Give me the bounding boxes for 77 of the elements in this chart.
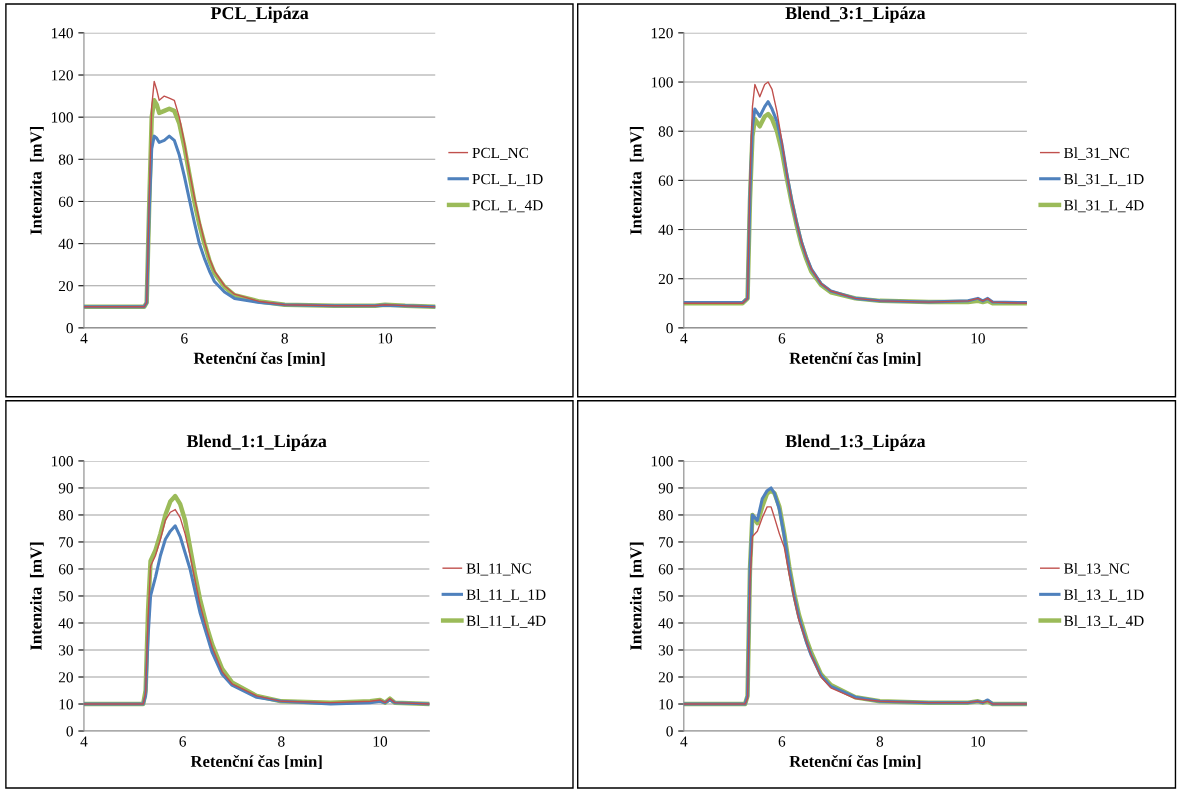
y-tick-label: 20 <box>658 672 673 683</box>
legend-label: Bl_13_L_4D <box>1064 615 1144 628</box>
y-tick-label: 50 <box>659 591 673 602</box>
chart-title: Blend_1:1_Lipáza <box>186 434 327 451</box>
y-tick-label: 100 <box>51 456 73 467</box>
x-tick-label: 4 <box>680 736 688 747</box>
chart-title: Blend_3:1_Lipáza <box>785 6 926 23</box>
x-tick-label: 10 <box>378 333 393 344</box>
y-tick-label: 40 <box>658 618 673 629</box>
y-tick-label: 80 <box>58 510 73 521</box>
legend-label: Bl_11_NC <box>466 562 531 576</box>
legend-label: Bl_11_L_1D <box>466 589 546 602</box>
legend-label: PCL_NC <box>472 147 528 160</box>
y-axis-title: Intenzita [mV] <box>629 542 644 651</box>
x-tick-label: 6 <box>778 736 786 747</box>
y-tick-label: 70 <box>59 537 73 548</box>
x-tick-label: 4 <box>80 736 88 747</box>
y-tick-label: 30 <box>58 645 73 656</box>
x-tick-label: 8 <box>876 736 884 747</box>
y-tick-label: 80 <box>658 510 673 521</box>
x-axis-title: Retenční čas [min] <box>789 755 921 770</box>
y-tick-label: 0 <box>666 726 673 737</box>
y-tick-label: 100 <box>651 456 673 467</box>
y-tick-label: 100 <box>51 112 73 123</box>
y-tick-label: 140 <box>51 28 73 39</box>
x-tick-label: 10 <box>971 736 985 747</box>
legend-label: PCL_L_4D <box>472 200 543 213</box>
y-tick-label: 100 <box>651 77 673 88</box>
x-tick-label: 8 <box>281 333 288 344</box>
x-tick-label: 8 <box>278 736 285 747</box>
chart-title: PCL_Lipáza <box>210 6 309 23</box>
x-tick-label: 4 <box>680 333 688 344</box>
x-axis-title: Retenční čas [min] <box>193 351 325 366</box>
y-tick-label: 70 <box>659 537 673 548</box>
legend-label: Bl_31_NC <box>1064 147 1129 160</box>
x-axis-title: Retenční čas [min] <box>789 351 921 366</box>
legend-label: PCL_L_1D <box>472 173 543 187</box>
y-tick-label: 50 <box>59 591 73 602</box>
y-tick-label: 0 <box>66 323 73 334</box>
y-axis-title: Intenzita [mV] <box>29 127 44 235</box>
legend-label: Bl_11_L_4D <box>466 615 546 628</box>
y-tick-label: 120 <box>651 28 673 39</box>
x-tick-label: 10 <box>373 736 388 747</box>
x-tick-label: 10 <box>971 333 985 344</box>
x-tick-label: 6 <box>778 333 786 344</box>
x-tick-label: 6 <box>181 333 188 344</box>
y-tick-label: 40 <box>658 224 673 235</box>
y-axis-title: Intenzita [mV] <box>29 542 44 651</box>
y-tick-label: 60 <box>658 175 673 186</box>
y-tick-label: 0 <box>66 726 73 737</box>
y-tick-label: 20 <box>58 280 73 292</box>
y-tick-label: 10 <box>659 699 673 710</box>
y-tick-label: 80 <box>658 126 673 137</box>
y-tick-label: 120 <box>51 70 73 81</box>
y-tick-label: 80 <box>58 154 73 165</box>
y-tick-label: 90 <box>658 483 673 494</box>
y-tick-label: 40 <box>58 618 73 629</box>
y-tick-label: 60 <box>658 564 673 575</box>
legend-label: Bl_31_L_4D <box>1064 199 1144 213</box>
y-tick-label: 0 <box>666 323 673 334</box>
x-tick-label: 8 <box>876 333 884 344</box>
y-tick-label: 30 <box>658 645 673 656</box>
y-tick-label: 20 <box>658 273 673 285</box>
y-tick-label: 60 <box>58 564 73 575</box>
y-tick-label: 20 <box>58 672 73 683</box>
legend-label: Bl_31_L_1D <box>1064 173 1144 187</box>
y-tick-label: 90 <box>58 483 73 494</box>
x-tick-label: 4 <box>80 333 88 344</box>
x-tick-label: 6 <box>179 736 187 747</box>
x-axis-title: Retenční čas [min] <box>190 755 322 770</box>
y-tick-label: 10 <box>59 699 73 710</box>
legend-label: Bl_13_NC <box>1064 562 1129 576</box>
chart-title: Blend_1:3_Lipáza <box>785 434 926 451</box>
y-tick-label: 40 <box>58 238 73 250</box>
legend-label: Bl_13_L_1D <box>1064 589 1144 602</box>
y-tick-label: 60 <box>58 196 73 207</box>
y-axis-title: Intenzita [mV] <box>629 127 644 235</box>
